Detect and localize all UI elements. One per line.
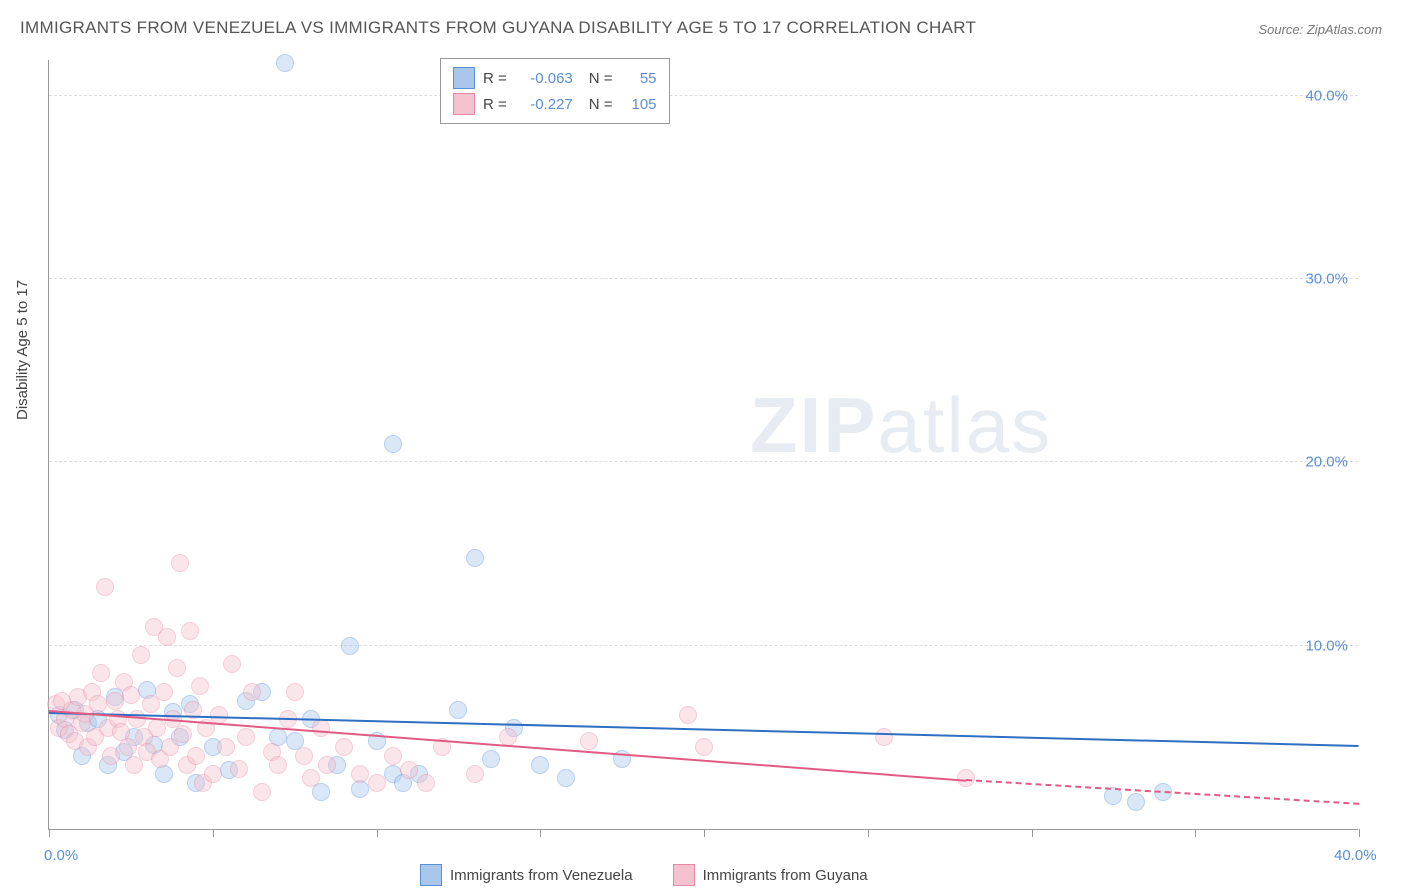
- legend-row: R = -0.063 N = 55: [453, 65, 657, 91]
- data-point: [449, 701, 467, 719]
- data-point: [132, 646, 150, 664]
- n-label: N =: [589, 96, 613, 113]
- gridline: [49, 95, 1358, 96]
- data-point: [269, 756, 287, 774]
- data-point: [302, 769, 320, 787]
- data-point: [341, 637, 359, 655]
- data-point: [191, 677, 209, 695]
- x-tick: [540, 829, 541, 837]
- legend-swatch: [673, 864, 695, 886]
- data-point: [384, 747, 402, 765]
- legend-swatch: [453, 93, 475, 115]
- data-point: [187, 747, 205, 765]
- data-point: [312, 719, 330, 737]
- x-tick: [704, 829, 705, 837]
- x-tick: [1032, 829, 1033, 837]
- data-point: [155, 683, 173, 701]
- data-point: [253, 783, 271, 801]
- data-point: [417, 774, 435, 792]
- y-tick-label: 20.0%: [1305, 454, 1348, 471]
- data-point: [148, 719, 166, 737]
- y-tick-label: 30.0%: [1305, 271, 1348, 288]
- data-point: [679, 706, 697, 724]
- legend-swatch: [453, 67, 475, 89]
- data-point: [312, 783, 330, 801]
- data-point: [482, 750, 500, 768]
- data-point: [335, 738, 353, 756]
- x-tick: [49, 829, 50, 837]
- r-label: R =: [483, 96, 507, 113]
- legend-label: Immigrants from Guyana: [703, 867, 868, 884]
- data-point: [557, 769, 575, 787]
- data-point: [295, 747, 313, 765]
- data-point: [217, 738, 235, 756]
- chart-title: IMMIGRANTS FROM VENEZUELA VS IMMIGRANTS …: [20, 18, 976, 38]
- data-point: [400, 761, 418, 779]
- y-tick-label: 10.0%: [1305, 637, 1348, 654]
- legend-swatch: [420, 864, 442, 886]
- data-point: [119, 738, 137, 756]
- data-point: [695, 738, 713, 756]
- data-point: [158, 628, 176, 646]
- data-point: [96, 578, 114, 596]
- data-point: [181, 622, 199, 640]
- data-point: [243, 683, 261, 701]
- data-point: [237, 728, 255, 746]
- data-point: [204, 765, 222, 783]
- x-tick: [1359, 829, 1360, 837]
- data-point: [531, 756, 549, 774]
- n-value: 105: [621, 96, 657, 113]
- gridline: [49, 645, 1358, 646]
- x-tick-label: 40.0%: [1334, 847, 1377, 864]
- legend-item: Immigrants from Guyana: [673, 864, 868, 886]
- x-tick: [868, 829, 869, 837]
- r-label: R =: [483, 70, 507, 87]
- y-axis-label: Disability Age 5 to 17: [14, 280, 31, 420]
- legend-label: Immigrants from Venezuela: [450, 867, 633, 884]
- gridline: [49, 278, 1358, 279]
- data-point: [875, 728, 893, 746]
- r-value: -0.227: [515, 96, 573, 113]
- data-point: [230, 760, 248, 778]
- x-tick: [213, 829, 214, 837]
- x-tick-label: 0.0%: [44, 847, 78, 864]
- n-label: N =: [589, 70, 613, 87]
- x-tick: [377, 829, 378, 837]
- legend-item: Immigrants from Venezuela: [420, 864, 633, 886]
- series-legend: Immigrants from Venezuela Immigrants from…: [420, 864, 868, 886]
- data-point: [168, 659, 186, 677]
- x-tick: [1195, 829, 1196, 837]
- data-point: [466, 549, 484, 567]
- y-tick-label: 40.0%: [1305, 87, 1348, 104]
- source-attribution: Source: ZipAtlas.com: [1258, 22, 1382, 37]
- data-point: [384, 435, 402, 453]
- r-value: -0.063: [515, 70, 573, 87]
- data-point: [1127, 793, 1145, 811]
- data-point: [174, 725, 192, 743]
- data-point: [368, 774, 386, 792]
- gridline: [49, 461, 1358, 462]
- correlation-legend: R = -0.063 N = 55 R = -0.227 N = 105: [440, 58, 670, 124]
- data-point: [957, 769, 975, 787]
- data-point: [102, 747, 120, 765]
- data-point: [223, 655, 241, 673]
- data-point: [466, 765, 484, 783]
- data-point: [89, 695, 107, 713]
- data-point: [318, 756, 336, 774]
- legend-row: R = -0.227 N = 105: [453, 91, 657, 117]
- n-value: 55: [621, 70, 657, 87]
- data-point: [276, 54, 294, 72]
- plot-area: 10.0% 20.0% 30.0% 40.0%: [48, 60, 1358, 830]
- data-point: [171, 554, 189, 572]
- data-point: [286, 683, 304, 701]
- data-point: [122, 686, 140, 704]
- data-point: [351, 765, 369, 783]
- data-point: [106, 692, 124, 710]
- data-point: [92, 664, 110, 682]
- data-point: [580, 732, 598, 750]
